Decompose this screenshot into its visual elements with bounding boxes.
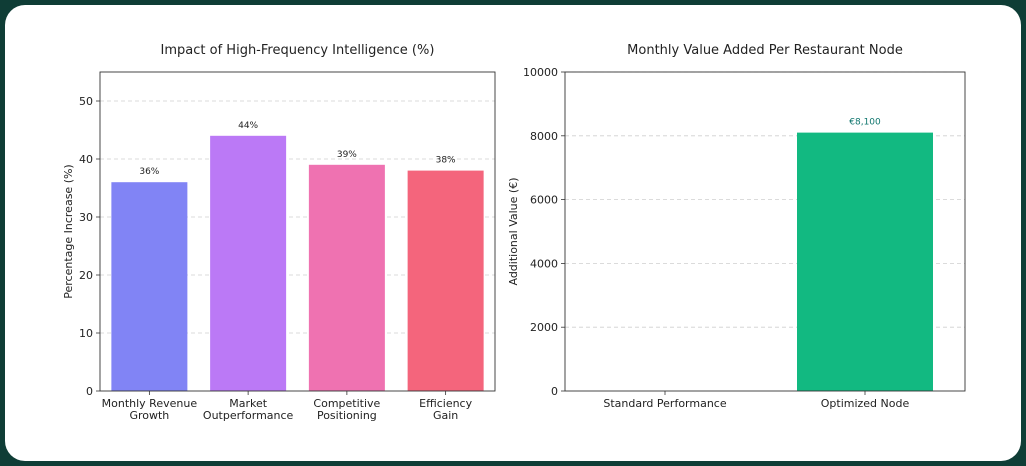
chart2-title: Monthly Value Added Per Restaurant Node — [627, 43, 903, 58]
chart1-data-label: 36% — [139, 167, 159, 177]
chart2-x-tick-label: Optimized Node — [821, 397, 910, 410]
chart1-title: Impact of High-Frequency Intelligence (%… — [161, 43, 435, 58]
chart1-y-axis-label: Percentage Increase (%) — [62, 164, 75, 298]
chart2-x-tick-label: Standard Performance — [603, 397, 726, 410]
chart1-y-tick-label: 30 — [79, 211, 93, 224]
chart1-x-tick-label: Gain — [433, 409, 458, 422]
chart1-y-tick-label: 10 — [79, 327, 93, 340]
chart1-x-tick-label: Monthly Revenue — [102, 397, 198, 410]
chart2-y-tick-label: 4000 — [530, 257, 558, 270]
chart1-bar — [308, 164, 385, 391]
chart2-y-tick-label: 6000 — [530, 194, 558, 207]
chart1-data-label: 39% — [337, 150, 357, 160]
card: 36% Monthly Revenue Growth 44% Market Outperf… — [5, 5, 1021, 461]
chart1-data-label: 38% — [436, 156, 456, 166]
chart2-y-tick-label: 0 — [551, 385, 558, 398]
chart2-plot-frame — [564, 71, 966, 392]
chart2-bar — [797, 132, 933, 392]
chart1-y-tick-label: 20 — [79, 269, 93, 282]
chart1-plot-frame — [99, 71, 496, 392]
chart2-data-label: €8,100 — [849, 118, 881, 128]
chart1-y-tick-label: 50 — [79, 95, 93, 108]
chart2-y-tick-label: 10000 — [523, 66, 558, 79]
chart1-x-tick-label: Growth — [129, 409, 169, 422]
chart1-bar — [210, 135, 287, 391]
chart1-bar — [111, 182, 188, 391]
chart1-x-tick-label: Efficiency — [419, 397, 472, 410]
chart1-y-tick-label: 40 — [79, 153, 93, 166]
chart2-y-tick-label: 8000 — [530, 130, 558, 143]
chart2-y-axis-label: Additional Value (€) — [507, 177, 520, 285]
chart1-x-tick-label: Competitive — [313, 397, 380, 410]
chart1-x-tick-label: Positioning — [317, 409, 377, 422]
chart1-x-tick-label: Market — [229, 397, 267, 410]
chart1-y-tick-label: 0 — [86, 385, 93, 398]
chart2-y-tick-label: 2000 — [530, 321, 558, 334]
chart1-bar — [407, 170, 484, 391]
chart1-data-label: 44% — [238, 121, 258, 131]
chart1-x-tick-label: Outperformance — [203, 409, 294, 422]
